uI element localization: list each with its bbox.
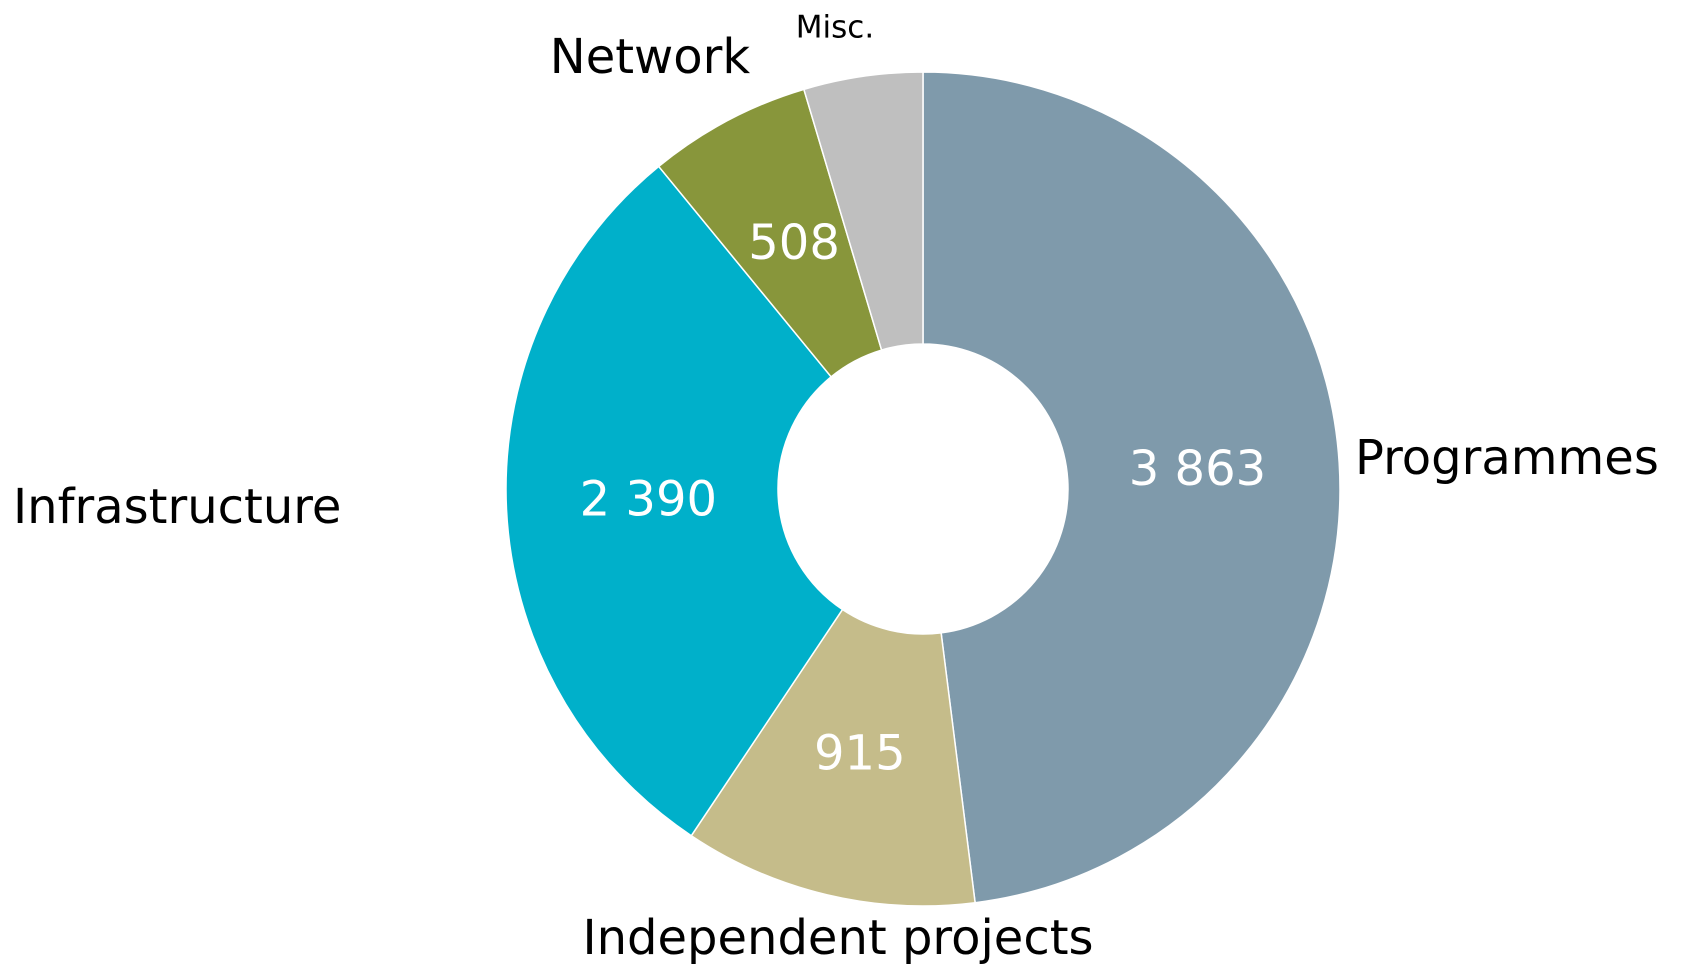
category-label: Independent projects: [582, 910, 1093, 966]
category-label: Network: [550, 29, 751, 85]
value-label: 915: [814, 726, 906, 782]
category-label: Infrastructure: [13, 479, 341, 535]
donut-slice: [922, 71, 1341, 904]
value-label: 3 863: [1129, 441, 1266, 497]
donut-slice: [690, 608, 976, 907]
value-label: 2 390: [580, 471, 717, 527]
category-label: Programmes: [1355, 430, 1659, 486]
category-label: Misc.: [796, 10, 874, 46]
value-label: 508: [748, 215, 840, 271]
donut-slice: [505, 165, 844, 837]
donut-slice: [802, 71, 924, 351]
